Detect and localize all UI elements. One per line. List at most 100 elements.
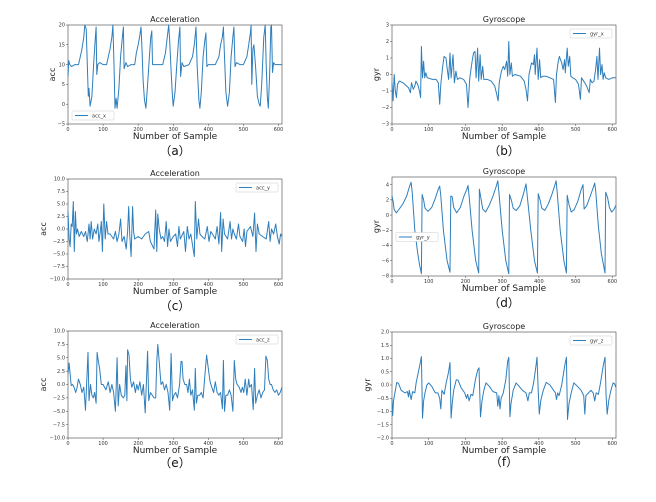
legend: gyr_x — [569, 28, 613, 39]
legend-label: acc_y — [256, 185, 270, 191]
y-axis-label: gyr — [372, 67, 381, 81]
x-tick-label: 200 — [133, 441, 143, 447]
x-tick-label: 100 — [98, 127, 108, 133]
y-tick-label: 5 — [62, 82, 65, 88]
x-tick-label: 500 — [571, 279, 581, 285]
series-line-gyr_z — [391, 356, 617, 420]
chart-title: Acceleration — [150, 321, 200, 330]
y-axis-label: acc — [48, 68, 57, 82]
y-tick-label: 2.0 — [381, 330, 389, 336]
plot-area — [67, 330, 283, 439]
x-tick-label: 600 — [608, 279, 618, 285]
x-tick-label: 100 — [424, 127, 434, 133]
x-tick-label: 300 — [168, 441, 178, 447]
x-tick-label: 0 — [66, 441, 69, 447]
panel-caption: （f） — [489, 455, 519, 469]
legend: gyr_y — [395, 232, 439, 242]
y-axis-label: acc — [39, 378, 48, 392]
legend-label: gyr_z — [590, 338, 604, 344]
x-axis-label: Number of Sample — [133, 132, 218, 142]
y-tick-label: −10.0 — [50, 436, 65, 442]
y-tick-label: 7.5 — [57, 189, 65, 195]
x-axis-label: Number of Sample — [462, 284, 547, 294]
x-tick-label: 0 — [390, 441, 393, 447]
x-tick-label: 400 — [204, 441, 214, 447]
x-tick-label: 100 — [98, 282, 108, 288]
y-tick-label: 2 — [386, 198, 389, 204]
legend: acc_x — [71, 110, 115, 121]
y-tick-label: 0.0 — [57, 382, 65, 388]
plot-area — [391, 331, 617, 439]
plot-area — [67, 178, 283, 280]
y-axis-label: gyr — [372, 219, 381, 233]
y-tick-label: 1.0 — [381, 356, 389, 362]
x-tick-label: 500 — [571, 127, 581, 133]
legend: gyr_z — [569, 335, 613, 346]
x-tick-label: 200 — [133, 282, 143, 288]
y-tick-label: −8 — [382, 274, 389, 280]
x-tick-label: 600 — [608, 441, 618, 447]
y-tick-label: 15 — [59, 43, 65, 49]
series-line-acc_y — [67, 201, 283, 257]
x-axis-label: Number of Sample — [133, 287, 218, 297]
y-tick-label: 0 — [386, 213, 389, 219]
panel-caption: （d） — [488, 296, 520, 310]
y-tick-label: 5.0 — [57, 202, 65, 208]
y-tick-label: −2 — [382, 228, 389, 234]
x-tick-label: 200 — [461, 441, 471, 447]
x-tick-label: 100 — [424, 279, 434, 285]
y-tick-label: −2.0 — [377, 436, 389, 442]
x-tick-label: 100 — [424, 441, 434, 447]
x-tick-label: 0 — [390, 127, 393, 133]
legend: acc_y — [235, 182, 279, 193]
x-tick-label: 100 — [98, 441, 108, 447]
x-tick-label: 500 — [571, 441, 581, 447]
legend-label: acc_x — [92, 113, 106, 119]
panel-caption: （e） — [159, 456, 191, 470]
y-tick-label: 5.0 — [57, 355, 65, 361]
x-tick-label: 400 — [534, 127, 544, 133]
y-tick-label: 1 — [386, 56, 389, 62]
y-tick-label: −5.0 — [53, 252, 65, 258]
y-tick-label: −2 — [382, 105, 389, 111]
y-tick-label: 10.0 — [54, 177, 65, 183]
y-tick-label: −1.0 — [377, 409, 389, 415]
x-tick-label: 500 — [239, 441, 249, 447]
y-tick-label: 0 — [62, 102, 65, 108]
plot-area — [391, 176, 617, 277]
chart-title: Acceleration — [150, 15, 200, 24]
series-line-gyr_y — [391, 180, 617, 275]
y-tick-label: 0 — [386, 72, 389, 78]
x-tick-label: 300 — [168, 127, 178, 133]
y-tick-label: 2 — [386, 39, 389, 45]
y-tick-label: −5 — [58, 122, 65, 128]
x-tick-label: 600 — [274, 282, 284, 288]
x-tick-label: 400 — [534, 279, 544, 285]
x-tick-label: 400 — [204, 282, 214, 288]
x-axis-label: Number of Sample — [462, 446, 547, 456]
y-tick-label: −10.0 — [50, 277, 65, 283]
y-tick-label: 3 — [386, 23, 389, 29]
y-tick-label: 2.5 — [57, 214, 65, 220]
plot-area — [67, 24, 283, 125]
y-tick-label: 2.5 — [57, 369, 65, 375]
x-tick-label: 600 — [274, 127, 284, 133]
panel-caption: （b） — [488, 144, 520, 158]
series-line-acc_x — [67, 24, 282, 109]
y-tick-label: 0.0 — [381, 383, 389, 389]
y-tick-label: −1 — [382, 89, 389, 95]
x-tick-label: 500 — [239, 127, 249, 133]
x-tick-label: 0 — [66, 282, 69, 288]
y-tick-label: −2.5 — [53, 239, 65, 245]
y-tick-label: 0.0 — [57, 227, 65, 233]
panel-caption: （a） — [159, 144, 191, 158]
x-axis-label: Number of Sample — [133, 446, 218, 456]
x-tick-label: 300 — [168, 282, 178, 288]
x-tick-label: 0 — [66, 127, 69, 133]
y-tick-label: 20 — [59, 23, 65, 29]
y-tick-label: 4 — [386, 182, 389, 188]
x-axis-label: Number of Sample — [462, 132, 547, 142]
